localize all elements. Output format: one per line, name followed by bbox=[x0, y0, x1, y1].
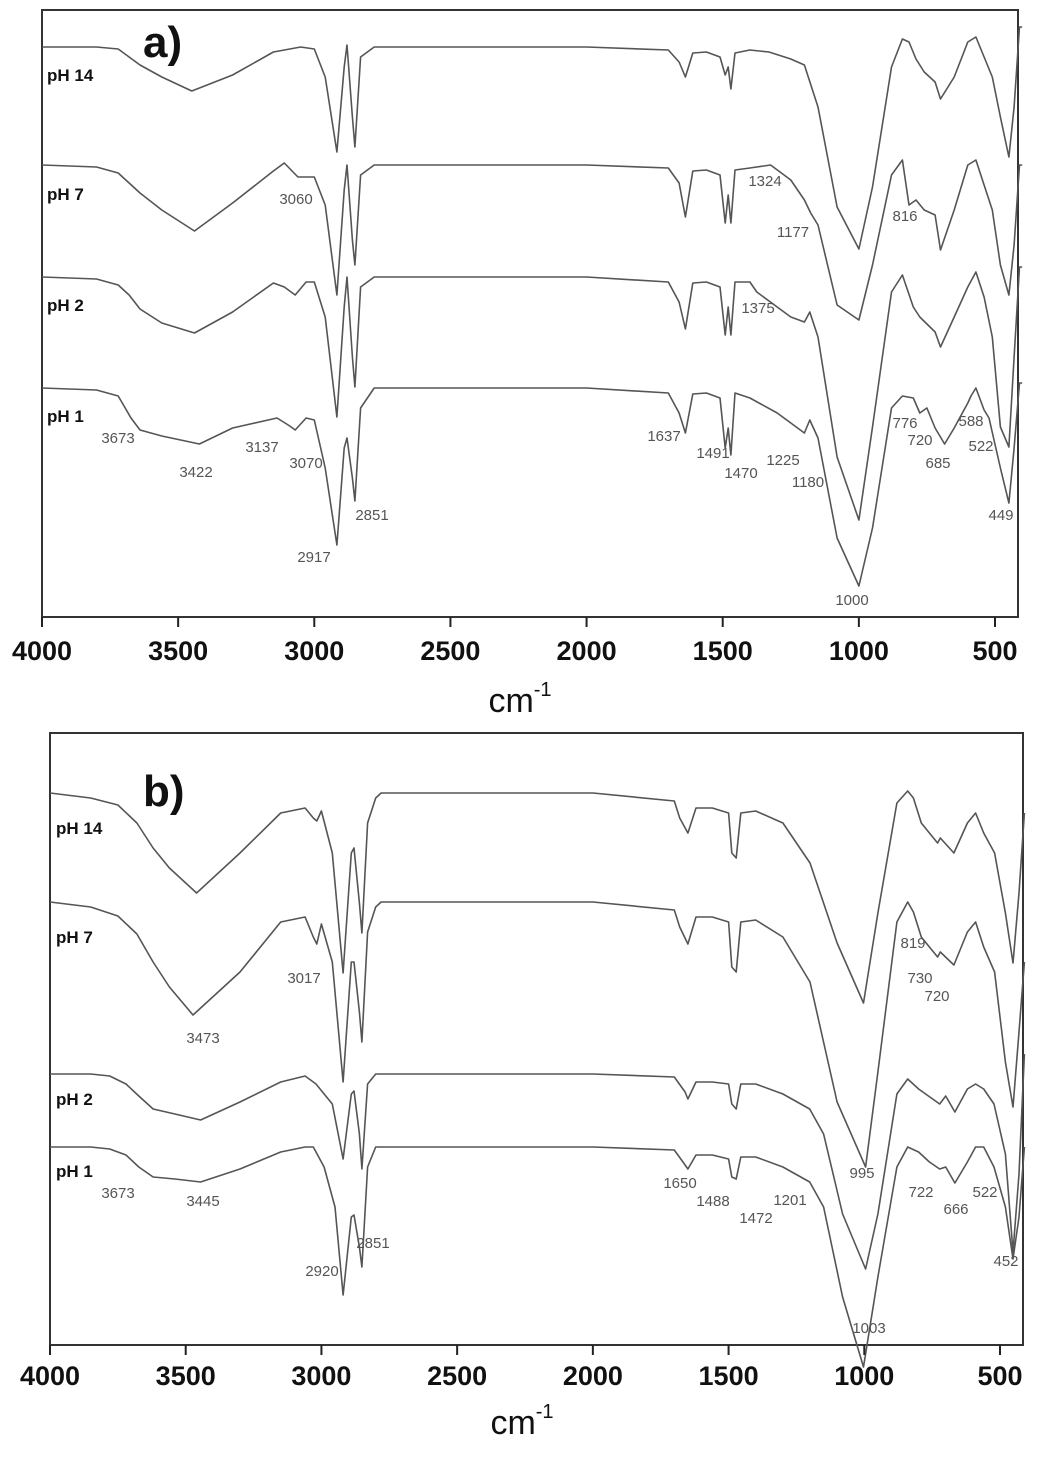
peak-annotation: 452 bbox=[993, 1253, 1018, 1270]
x-tick-label: 2000 bbox=[557, 636, 617, 666]
peak-annotation: 1375 bbox=[741, 300, 774, 317]
x-tick-label: 3000 bbox=[291, 1361, 351, 1391]
peak-annotation: 1488 bbox=[696, 1193, 729, 1210]
x-tick-label: 500 bbox=[977, 1361, 1022, 1391]
series-label: pH 14 bbox=[56, 819, 103, 838]
panel-a-x-axis-title: cm-1 bbox=[488, 679, 551, 720]
peak-annotation: 776 bbox=[892, 415, 917, 432]
x-tick-label: 1500 bbox=[693, 636, 753, 666]
peak-annotation: 1000 bbox=[835, 592, 868, 609]
panel-a-traces bbox=[41, 26, 1023, 587]
peak-annotation: 1003 bbox=[852, 1320, 885, 1337]
peak-annotation: 1177 bbox=[777, 224, 809, 241]
spectrum-trace-ph14 bbox=[49, 790, 1026, 1004]
series-label: pH 7 bbox=[47, 185, 84, 204]
panel-b-x-axis-title: cm-1 bbox=[490, 1401, 553, 1442]
x-tick-label: 3500 bbox=[156, 1361, 216, 1391]
spectrum-trace-ph14 bbox=[42, 26, 1023, 250]
peak-annotation: 3473 bbox=[186, 1030, 219, 1047]
panel-a-peak-annotations: 3060 1324 1177 816 1375 3673 3422 3137 3070 2917 2… bbox=[101, 173, 1013, 609]
peak-annotation: 1470 bbox=[724, 465, 757, 482]
peak-annotation: 1637 bbox=[647, 428, 680, 445]
spectrum-trace-ph2 bbox=[50, 1053, 1026, 1270]
peak-annotation: 2851 bbox=[356, 1235, 389, 1252]
x-tick-label: 1000 bbox=[829, 636, 889, 666]
peak-annotation: 666 bbox=[943, 1201, 968, 1218]
x-tick-label: 1500 bbox=[699, 1361, 759, 1391]
spectrum-trace-ph7 bbox=[41, 159, 1023, 321]
panel-a-plot-frame bbox=[41, 9, 1019, 618]
panel-a-x-axis: 4000 3500 3000 2500 2000 1500 1000 500 bbox=[12, 617, 1018, 666]
peak-annotation: 449 bbox=[988, 507, 1013, 524]
x-tick-label: 2500 bbox=[420, 636, 480, 666]
panel-a: a) pH 14 pH 7 pH 2 pH 1 3060 1324 1177 816 1375… bbox=[12, 9, 1023, 720]
series-label: pH 1 bbox=[47, 407, 84, 426]
x-tick-label: 4000 bbox=[20, 1361, 80, 1391]
peak-annotation: 3070 bbox=[289, 455, 322, 472]
peak-annotation: 720 bbox=[907, 432, 932, 449]
x-tick-label: 2500 bbox=[427, 1361, 487, 1391]
peak-annotation: 1491 bbox=[696, 445, 729, 462]
peak-annotation: 685 bbox=[925, 455, 950, 472]
series-label: pH 7 bbox=[56, 928, 93, 947]
peak-annotation: 1201 bbox=[773, 1192, 806, 1209]
panel-b-series-labels: pH 14 pH 7 pH 2 pH 1 bbox=[56, 819, 103, 1181]
peak-annotation: 2851 bbox=[355, 507, 388, 524]
peak-annotation: 3422 bbox=[179, 464, 212, 481]
x-tick-label: 500 bbox=[972, 636, 1017, 666]
peak-annotation: 3673 bbox=[101, 430, 134, 447]
panel-b-plot-frame bbox=[49, 732, 1024, 1346]
series-label: pH 2 bbox=[47, 296, 84, 315]
x-tick-label: 2000 bbox=[563, 1361, 623, 1391]
peak-annotation: 1472 bbox=[739, 1210, 772, 1227]
peak-annotation: 1324 bbox=[748, 173, 781, 190]
peak-annotation: 3673 bbox=[101, 1185, 134, 1202]
peak-annotation: 1650 bbox=[663, 1175, 696, 1192]
peak-annotation: 2917 bbox=[297, 549, 330, 566]
x-tick-label: 3000 bbox=[284, 636, 344, 666]
series-label: pH 14 bbox=[47, 66, 94, 85]
panel-b-x-axis: 4000 3500 3000 2500 2000 1500 1000 500 bbox=[20, 1345, 1023, 1391]
peak-annotation: 995 bbox=[849, 1165, 874, 1182]
peak-annotation: 3137 bbox=[245, 439, 278, 456]
spectrum-trace-ph1 bbox=[41, 382, 1023, 587]
peak-annotation: 1180 bbox=[792, 474, 824, 491]
panel-b-label: b) bbox=[143, 767, 185, 816]
spectrum-trace-ph7 bbox=[49, 901, 1026, 1168]
peak-annotation: 3060 bbox=[279, 191, 312, 208]
spectrum-trace-ph1 bbox=[50, 1146, 1026, 1368]
x-tick-label: 3500 bbox=[148, 636, 208, 666]
panel-a-label: a) bbox=[143, 18, 182, 67]
peak-annotation: 720 bbox=[924, 988, 949, 1005]
panel-b-traces bbox=[49, 790, 1026, 1368]
peak-annotation: 722 bbox=[908, 1184, 933, 1201]
peak-annotation: 819 bbox=[900, 935, 925, 952]
series-label: pH 1 bbox=[56, 1162, 93, 1181]
series-label: pH 2 bbox=[56, 1090, 93, 1109]
peak-annotation: 730 bbox=[907, 970, 932, 987]
x-tick-label: 1000 bbox=[834, 1361, 894, 1391]
peak-annotation: 588 bbox=[958, 413, 983, 430]
x-tick-label: 4000 bbox=[12, 636, 72, 666]
peak-annotation: 816 bbox=[892, 208, 917, 225]
spectrum-trace-ph2 bbox=[41, 266, 1023, 521]
peak-annotation: 3017 bbox=[287, 970, 320, 987]
peak-annotation: 1225 bbox=[766, 452, 799, 469]
peak-annotation: 522 bbox=[968, 438, 993, 455]
peak-annotation: 2920 bbox=[305, 1263, 338, 1280]
peak-annotation: 3445 bbox=[186, 1193, 219, 1210]
panel-a-series-labels: pH 14 pH 7 pH 2 pH 1 bbox=[47, 66, 94, 426]
peak-annotation: 522 bbox=[972, 1184, 997, 1201]
